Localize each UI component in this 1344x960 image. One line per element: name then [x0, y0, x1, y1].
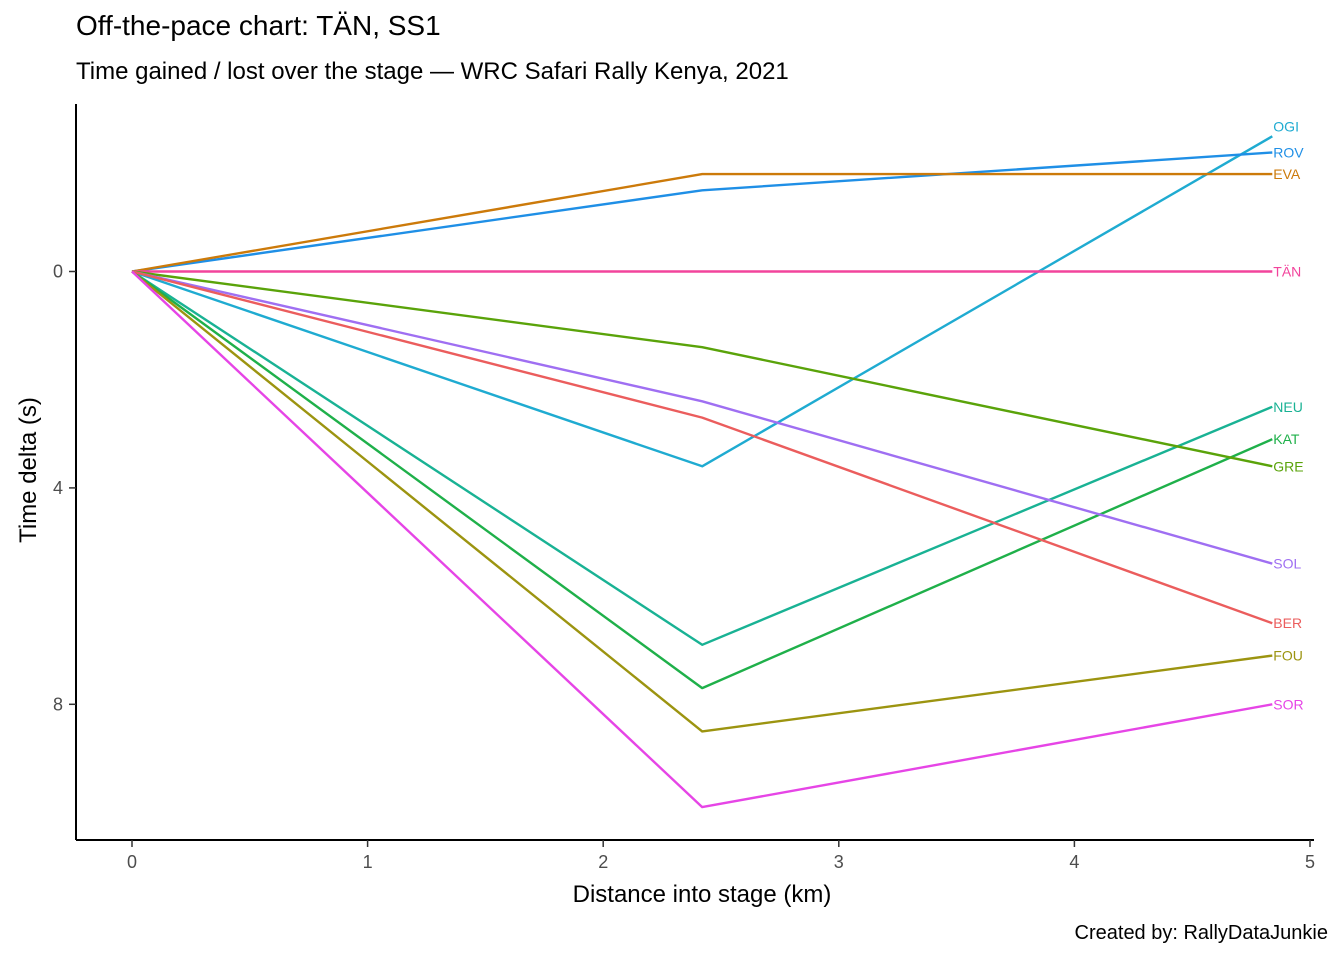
series-line-ogi: [131, 135, 1273, 468]
series-line-ber: [131, 270, 1273, 625]
series-label-fou: FOU: [1273, 648, 1303, 664]
series-line-eva: [131, 172, 1273, 273]
chart-title: Off-the-pace chart: TÄN, SS1: [76, 10, 441, 41]
series-line-gre: [131, 270, 1273, 468]
series-label-rov: ROV: [1273, 145, 1304, 161]
series-label-gre: GRE: [1273, 458, 1303, 474]
series-line-neu: [131, 270, 1273, 646]
x-tick-label: 5: [1305, 852, 1315, 872]
series-line-sol: [131, 270, 1273, 565]
chart-subtitle: Time gained / lost over the stage — WRC …: [76, 58, 789, 85]
y-axis-title: Time delta (s): [15, 397, 42, 543]
x-tick-label: 2: [598, 852, 608, 872]
series-line-fou: [131, 270, 1273, 733]
series-label-sor: SOR: [1273, 696, 1303, 712]
y-tick-label: 0: [53, 262, 63, 282]
series-line-kat: [131, 270, 1273, 690]
series-label-sol: SOL: [1273, 556, 1301, 572]
series-label-ogi: OGI: [1273, 118, 1299, 134]
chart-caption: Created by: RallyDataJunkie: [1074, 922, 1328, 944]
series-label-kat: KAT: [1273, 431, 1300, 447]
series-labels: OGI ROV EVA TÄN NEU KAT GRE SOL BER FOU SOR: [1273, 118, 1304, 712]
y-tick-label: 8: [53, 694, 63, 714]
series-label-eva: EVA: [1273, 166, 1301, 182]
x-tick-label: 1: [363, 852, 373, 872]
series-line-sor: [131, 270, 1273, 809]
series-label-tän: TÄN: [1273, 264, 1301, 280]
x-tick-label: 0: [127, 852, 137, 872]
x-axis-ticks: 0 1 2 3 4 5: [127, 840, 1315, 872]
series-label-ber: BER: [1273, 615, 1302, 631]
series-label-neu: NEU: [1273, 399, 1303, 415]
x-axis-title: Distance into stage (km): [573, 881, 832, 908]
plot-lines: [131, 135, 1273, 809]
x-tick-label: 3: [834, 852, 844, 872]
x-tick-label: 4: [1069, 852, 1079, 872]
y-axis-ticks: 0 4 8: [53, 262, 76, 714]
series-line-rov: [131, 151, 1273, 273]
y-tick-label: 4: [53, 478, 63, 498]
